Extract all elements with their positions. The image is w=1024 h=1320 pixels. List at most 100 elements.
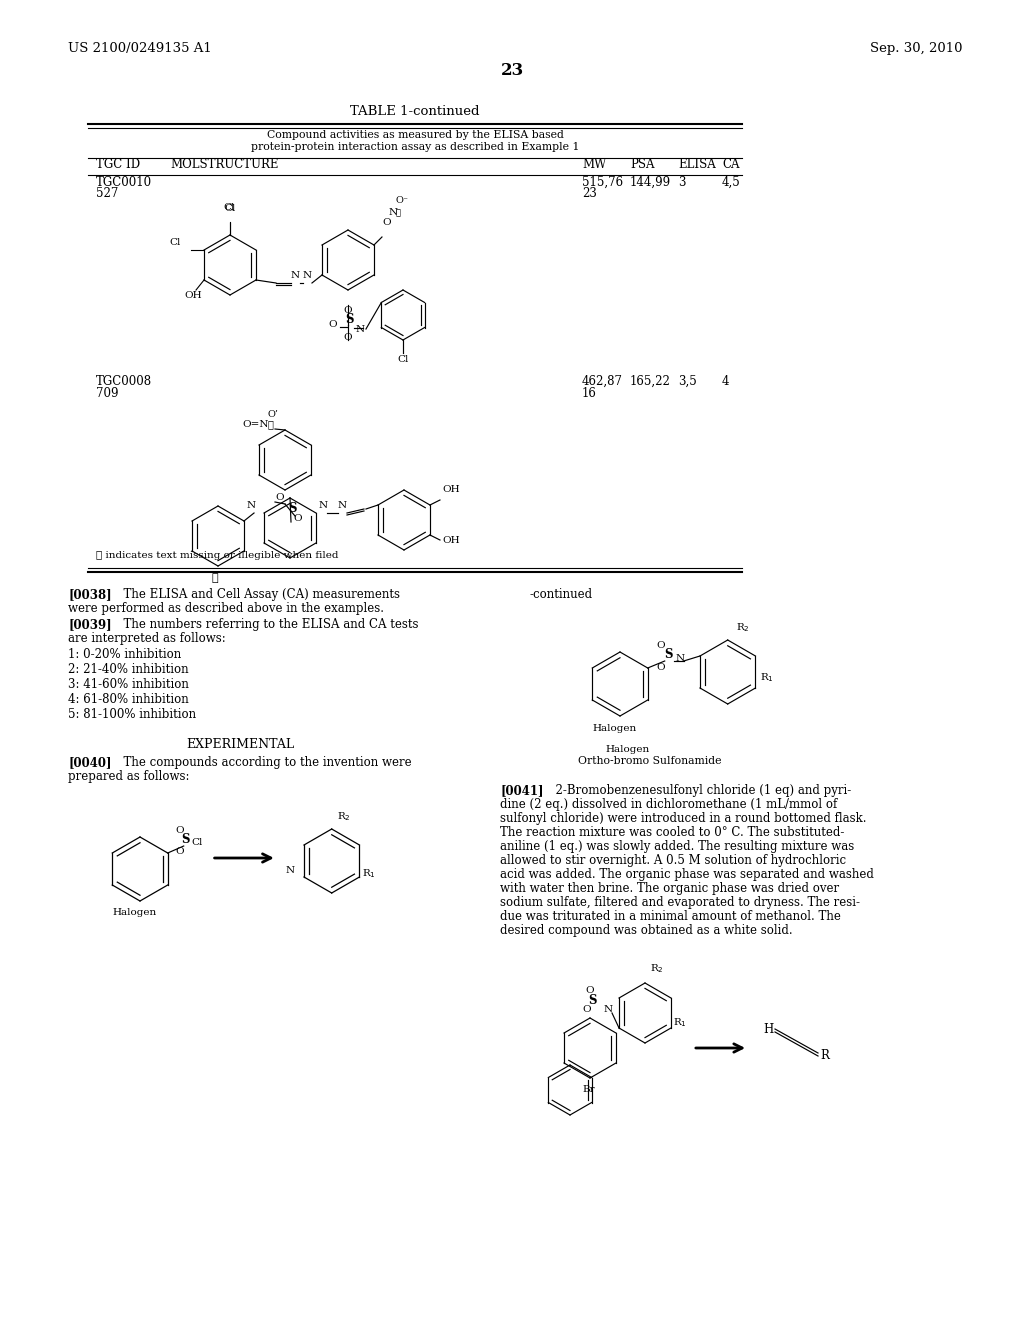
Text: R$_1$: R$_1$	[673, 1016, 687, 1028]
Text: N: N	[291, 271, 300, 280]
Text: 4: 4	[722, 375, 729, 388]
Text: O: O	[582, 1005, 591, 1014]
Text: 2: 21-40% inhibition: 2: 21-40% inhibition	[68, 663, 188, 676]
Text: Ⓢ: Ⓢ	[396, 209, 401, 216]
Text: OH: OH	[442, 484, 460, 494]
Text: TGC0008: TGC0008	[96, 375, 153, 388]
Text: The numbers referring to the ELISA and CA tests: The numbers referring to the ELISA and C…	[116, 618, 419, 631]
Text: 515,76: 515,76	[582, 176, 624, 189]
Text: Sep. 30, 2010: Sep. 30, 2010	[870, 42, 963, 55]
Text: 16: 16	[582, 387, 597, 400]
Text: Cl: Cl	[397, 355, 409, 364]
Text: Halogen: Halogen	[112, 908, 157, 917]
Text: [0038]: [0038]	[68, 587, 112, 601]
Text: MOLSTRUCTURE: MOLSTRUCTURE	[170, 158, 279, 172]
Text: 462,87: 462,87	[582, 375, 623, 388]
Text: The reaction mixture was cooled to 0° C. The substituted-: The reaction mixture was cooled to 0° C.…	[500, 826, 845, 840]
Text: O: O	[176, 847, 184, 855]
Text: [0041]: [0041]	[500, 784, 544, 797]
Text: US 2100/0249135 A1: US 2100/0249135 A1	[68, 42, 212, 55]
Text: prepared as follows:: prepared as follows:	[68, 770, 189, 783]
Text: Cl: Cl	[223, 203, 234, 213]
Text: TGC ID: TGC ID	[96, 158, 140, 172]
Text: N: N	[319, 502, 328, 510]
Text: Cl: Cl	[191, 838, 203, 847]
Text: R$_1$: R$_1$	[361, 867, 376, 880]
Text: [0039]: [0039]	[68, 618, 112, 631]
Text: Compound activities as measured by the ELISA based: Compound activities as measured by the E…	[266, 129, 563, 140]
Text: R$_2$: R$_2$	[337, 810, 350, 822]
Text: O: O	[585, 986, 594, 995]
Text: S: S	[588, 994, 597, 1007]
Text: 1: 0-20% inhibition: 1: 0-20% inhibition	[68, 648, 181, 661]
Text: Ortho-bromo Sulfonamide: Ortho-bromo Sulfonamide	[579, 756, 722, 766]
Text: were performed as described above in the examples.: were performed as described above in the…	[68, 602, 384, 615]
Text: Ⓢ: Ⓢ	[211, 573, 218, 583]
Text: 23: 23	[582, 187, 597, 201]
Text: due was triturated in a minimal amount of methanol. The: due was triturated in a minimal amount o…	[500, 909, 841, 923]
Text: Ⓢ: Ⓢ	[268, 420, 273, 429]
Text: O⁻: O⁻	[396, 195, 409, 205]
Text: 3: 3	[678, 176, 685, 189]
Text: O=N: O=N	[242, 420, 268, 429]
Text: [0040]: [0040]	[68, 756, 112, 770]
Text: N: N	[676, 653, 685, 663]
Text: desired compound was obtained as a white solid.: desired compound was obtained as a white…	[500, 924, 793, 937]
Text: sulfonyl chloride) were introduced in a round bottomed flask.: sulfonyl chloride) were introduced in a …	[500, 812, 866, 825]
Text: 3,5: 3,5	[678, 375, 696, 388]
Text: 165,22: 165,22	[630, 375, 671, 388]
Text: 3: 41-60% inhibition: 3: 41-60% inhibition	[68, 678, 188, 690]
Text: ELISA: ELISA	[678, 158, 716, 172]
Text: 4: 61-80% inhibition: 4: 61-80% inhibition	[68, 693, 188, 706]
Text: Cl: Cl	[224, 205, 236, 213]
Text: 527: 527	[96, 187, 119, 201]
Text: Cl: Cl	[169, 238, 180, 247]
Text: O: O	[343, 333, 351, 342]
Text: N: N	[338, 502, 347, 510]
Text: The ELISA and Cell Assay (CA) measurements: The ELISA and Cell Assay (CA) measuremen…	[116, 587, 400, 601]
Text: acid was added. The organic phase was separated and washed: acid was added. The organic phase was se…	[500, 869, 873, 880]
Text: O: O	[328, 319, 337, 329]
Text: OH: OH	[442, 536, 460, 545]
Text: Halogen: Halogen	[605, 744, 649, 754]
Text: 4,5: 4,5	[722, 176, 740, 189]
Text: O: O	[382, 218, 390, 227]
Text: 2-Bromobenzenesulfonyl chloride (1 eq) and pyri-: 2-Bromobenzenesulfonyl chloride (1 eq) a…	[548, 784, 851, 797]
Text: N: N	[286, 866, 295, 875]
Text: 709: 709	[96, 387, 119, 400]
Text: The compounds according to the invention were: The compounds according to the invention…	[116, 756, 412, 770]
Text: S: S	[665, 648, 673, 661]
Text: are interpreted as follows:: are interpreted as follows:	[68, 632, 225, 645]
Text: 5: 81-100% inhibition: 5: 81-100% inhibition	[68, 708, 197, 721]
Text: R: R	[820, 1049, 828, 1063]
Text: O’: O’	[268, 411, 279, 418]
Text: dine (2 eq.) dissolved in dichloromethane (1 mL/mmol of: dine (2 eq.) dissolved in dichloromethan…	[500, 799, 838, 810]
Text: ⓘ indicates text missing or illegible when filed: ⓘ indicates text missing or illegible wh…	[96, 550, 339, 560]
Text: MW: MW	[582, 158, 606, 172]
Text: sodium sulfate, filtered and evaporated to dryness. The resi-: sodium sulfate, filtered and evaporated …	[500, 896, 860, 909]
Text: with water then brine. The organic phase was dried over: with water then brine. The organic phase…	[500, 882, 839, 895]
Text: R$_1$: R$_1$	[760, 671, 773, 684]
Text: PSA: PSA	[630, 158, 654, 172]
Text: O: O	[656, 642, 666, 649]
Text: R$_2$: R$_2$	[735, 620, 750, 634]
Text: N: N	[604, 1005, 613, 1014]
Text: O: O	[293, 513, 302, 523]
Text: aniline (1 eq.) was slowly added. The resulting mixture was: aniline (1 eq.) was slowly added. The re…	[500, 840, 854, 853]
Text: N: N	[356, 325, 366, 334]
Text: 23: 23	[501, 62, 523, 79]
Text: O: O	[343, 306, 351, 315]
Text: N: N	[303, 271, 312, 280]
Text: H: H	[763, 1023, 773, 1036]
Text: S: S	[345, 313, 353, 326]
Text: protein-protein interaction assay as described in Example 1: protein-protein interaction assay as des…	[251, 143, 580, 152]
Text: OH: OH	[184, 290, 202, 300]
Text: Halogen: Halogen	[592, 723, 636, 733]
Text: 144,99: 144,99	[630, 176, 671, 189]
Text: N: N	[246, 502, 255, 510]
Text: R$_2$: R$_2$	[650, 962, 664, 974]
Text: N: N	[389, 209, 398, 216]
Text: O: O	[275, 492, 284, 502]
Text: CA: CA	[722, 158, 739, 172]
Text: EXPERIMENTAL: EXPERIMENTAL	[186, 738, 294, 751]
